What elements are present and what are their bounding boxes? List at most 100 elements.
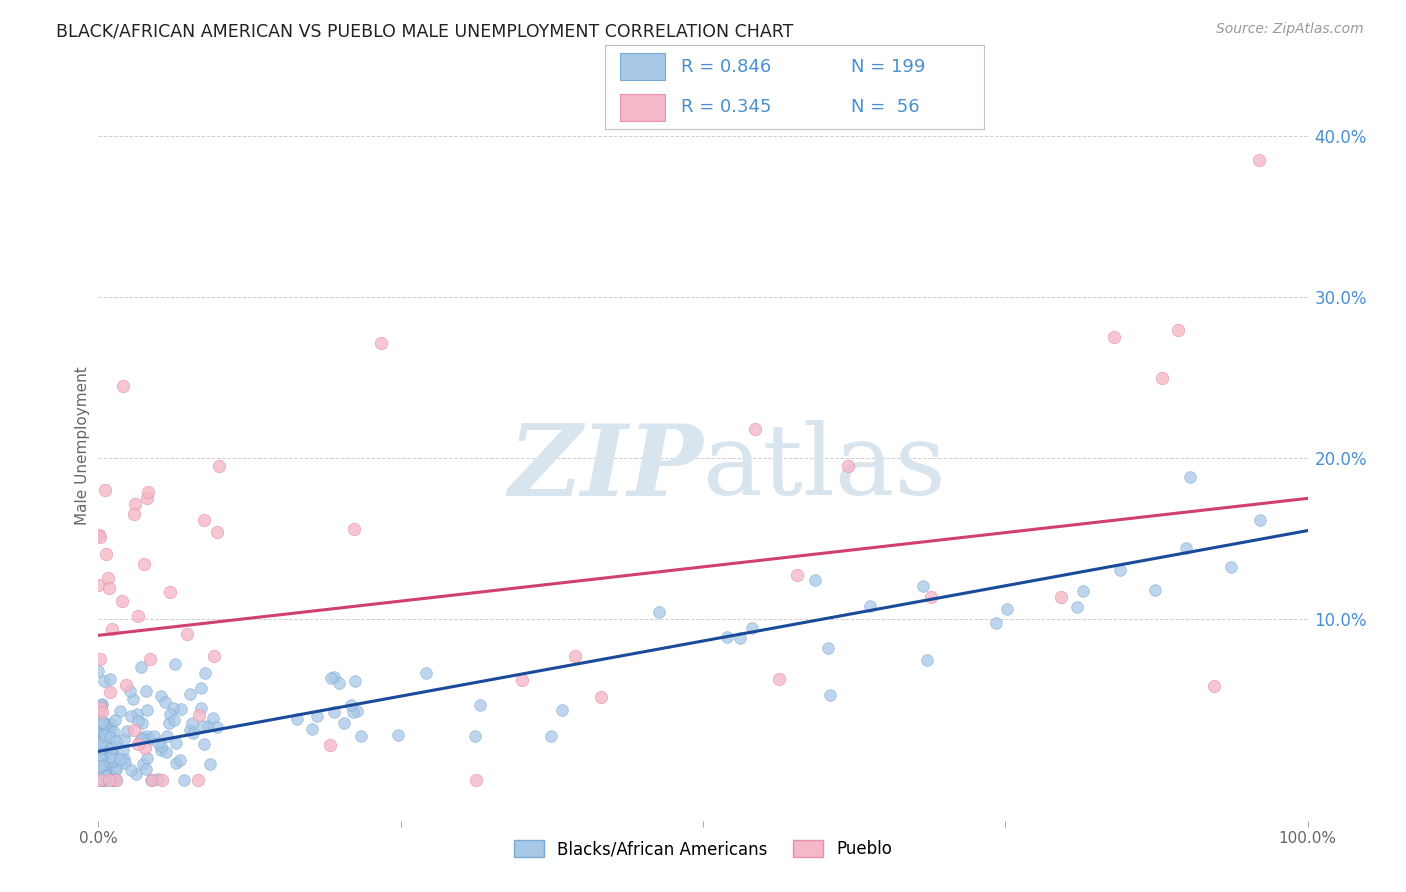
Point: [90, 762, 112, 776]
Point: [87, 704, 110, 718]
Point: [350, 729, 373, 743]
Point: [122, 723, 145, 737]
Point: [162, 714, 184, 728]
Point: [190, 701, 212, 715]
Bar: [620, 94, 665, 120]
Point: [343, 522, 366, 536]
Point: [141, 773, 163, 788]
Point: [1071, 584, 1094, 599]
Point: [87, 664, 110, 678]
Point: [1109, 562, 1132, 576]
Point: [127, 608, 149, 623]
Point: [100, 749, 122, 764]
Point: [91, 756, 114, 771]
Point: [89, 717, 111, 731]
Point: [90, 698, 112, 712]
Point: [125, 766, 148, 780]
Point: [93, 717, 115, 731]
Point: [346, 704, 368, 718]
Point: [87, 773, 110, 788]
Point: [87, 743, 110, 757]
Point: [87, 528, 110, 542]
Point: [90, 762, 112, 776]
Point: [94, 483, 117, 498]
Point: [150, 773, 173, 788]
Point: [465, 773, 488, 788]
Point: [90, 717, 112, 731]
Point: [87, 764, 110, 778]
Point: [818, 688, 841, 702]
Point: [169, 753, 191, 767]
Point: [135, 491, 157, 506]
Point: [173, 773, 195, 788]
Point: [87, 773, 110, 788]
Point: [464, 729, 486, 743]
Point: [93, 721, 115, 735]
Point: [165, 756, 187, 770]
Point: [89, 755, 111, 769]
Point: [89, 530, 111, 544]
Point: [138, 484, 160, 499]
Point: [91, 759, 114, 773]
Point: [197, 719, 219, 733]
Point: [141, 773, 163, 788]
Text: R = 0.345: R = 0.345: [681, 98, 770, 116]
Text: N = 199: N = 199: [852, 58, 925, 76]
Point: [90, 751, 112, 765]
Point: [328, 675, 350, 690]
Point: [93, 773, 115, 788]
Point: [105, 734, 128, 748]
Point: [104, 772, 127, 786]
Point: [146, 772, 169, 787]
Point: [205, 720, 228, 734]
Point: [131, 730, 153, 744]
Point: [89, 652, 111, 666]
Point: [190, 681, 212, 696]
Point: [103, 725, 125, 739]
Point: [179, 688, 201, 702]
Point: [112, 752, 135, 766]
Point: [104, 751, 127, 765]
Point: [101, 751, 124, 765]
Point: [150, 689, 173, 703]
Point: [122, 507, 145, 521]
Point: [87, 714, 110, 729]
Point: [589, 690, 612, 704]
Point: [180, 715, 202, 730]
Point: [93, 728, 115, 742]
Point: [87, 706, 110, 721]
Point: [89, 747, 111, 761]
Point: [112, 743, 135, 757]
Point: [93, 739, 115, 753]
Point: [141, 773, 163, 788]
Point: [89, 773, 111, 788]
Point: [1249, 153, 1271, 167]
Point: [187, 773, 209, 788]
Point: [648, 605, 671, 619]
Point: [193, 738, 215, 752]
Point: [131, 716, 153, 731]
Point: [98, 672, 121, 686]
Point: [768, 672, 790, 686]
Text: N =  56: N = 56: [852, 98, 920, 116]
Point: [90, 761, 112, 775]
Point: [744, 422, 766, 436]
Point: [163, 657, 186, 671]
Point: [200, 756, 222, 771]
Point: [1220, 560, 1243, 574]
Point: [202, 710, 225, 724]
Point: [803, 574, 825, 588]
Point: [1049, 590, 1071, 604]
Point: [87, 733, 110, 747]
Point: [94, 547, 117, 561]
Point: [90, 773, 112, 788]
Point: [111, 378, 134, 392]
Point: [540, 729, 562, 743]
Point: [157, 716, 180, 731]
Point: [194, 665, 217, 680]
Point: [118, 684, 141, 698]
Point: [307, 709, 329, 723]
Point: [301, 723, 323, 737]
Point: [920, 590, 942, 604]
Point: [1102, 330, 1125, 344]
